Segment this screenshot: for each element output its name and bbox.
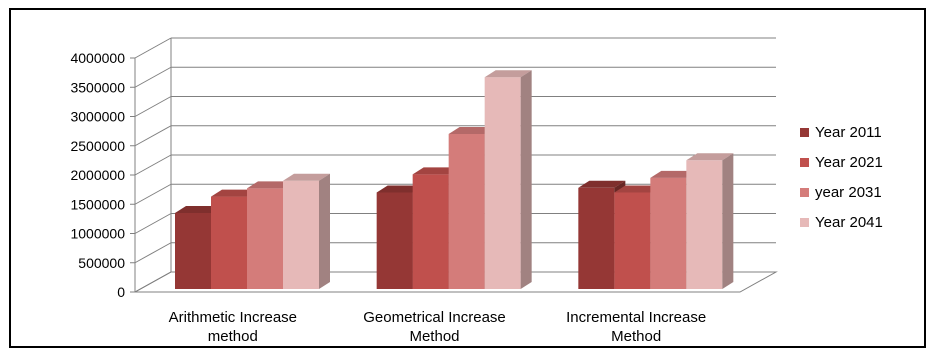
legend-label: Year 2011: [815, 124, 882, 141]
bar-top: [412, 167, 460, 175]
bar-top: [614, 185, 662, 193]
y-tick-label: 2500000: [70, 138, 125, 154]
category-label-line: Method: [409, 328, 459, 345]
bars: [175, 70, 734, 289]
bar-front: [650, 177, 687, 289]
y-tick-label: 2000000: [70, 167, 125, 183]
y-tick-label: 3000000: [70, 109, 125, 125]
bar-top: [247, 181, 294, 189]
legend-swatch: [800, 218, 809, 227]
bar: [283, 173, 330, 289]
bar-side: [722, 153, 734, 289]
bar-front: [283, 180, 319, 289]
gridline-depth: [134, 37, 172, 59]
legend-label: Year 2041: [815, 214, 883, 231]
bar-front: [614, 192, 651, 289]
bar-side: [520, 70, 532, 289]
category-label: Geometrical Increase Method: [363, 309, 506, 345]
bar-front: [412, 174, 449, 289]
y-tick-label: 4000000: [70, 50, 125, 66]
category-label-line: method: [208, 328, 258, 345]
category-label-line: Method: [611, 328, 661, 345]
bar-front: [578, 187, 615, 289]
bar-top: [448, 126, 496, 134]
bar: [686, 153, 734, 289]
gridline-depth: [134, 96, 172, 117]
bar-top: [211, 189, 258, 197]
bar: [211, 189, 258, 289]
bar-top: [686, 153, 734, 161]
bar-top: [175, 205, 222, 213]
y-tick-label: 1500000: [70, 196, 125, 212]
gridline-depth: [134, 125, 172, 147]
bar-front: [376, 192, 413, 289]
legend-label: Year 2021: [815, 154, 883, 171]
bar: [484, 70, 532, 289]
bar-side: [319, 173, 330, 289]
bar-front: [211, 196, 247, 289]
gridline-depth: [134, 154, 172, 176]
bar-top: [376, 185, 424, 193]
legend: Year 2011 Year 2021 year 2031 Year 2041: [800, 124, 883, 231]
legend-swatch: [800, 128, 809, 137]
y-tick-label: 1000000: [70, 226, 125, 242]
category-labels: Arithmetic Increase method Geometrical Inc…: [169, 309, 707, 345]
gridline-depth: [134, 183, 172, 205]
bar-top: [650, 170, 698, 178]
category-label-line: Incremental Increase: [566, 309, 706, 326]
gridline-depth: [134, 66, 172, 88]
legend-swatch: [800, 158, 809, 167]
bar-top: [283, 173, 330, 181]
bar-top: [484, 70, 532, 78]
bar-front: [247, 188, 283, 289]
gridline-depth: [134, 242, 172, 264]
chart-frame: 0 500000 1000000 1500000 2000000 2500000 30000…: [9, 8, 926, 348]
legend-swatch: [800, 188, 809, 197]
legend-label: year 2031: [815, 184, 882, 201]
category-label: Arithmetic Increase method: [169, 309, 297, 345]
y-axis-ticks: 0 500000 1000000 1500000 2000000 2500000 30000…: [70, 50, 125, 300]
y-tick-label: 3500000: [70, 79, 125, 95]
gridline-depth: [134, 213, 172, 234]
bar-front: [175, 212, 211, 289]
category-label-line: Geometrical Increase: [363, 309, 506, 326]
y-tick-label: 500000: [78, 255, 125, 271]
y-tick-label: 0: [117, 284, 125, 300]
bar-front: [484, 77, 521, 289]
category-label-line: Arithmetic Increase: [169, 309, 297, 326]
bar-front: [448, 133, 485, 289]
bar-front: [686, 160, 723, 289]
gridline-depth: [134, 271, 172, 293]
bar-top: [578, 180, 626, 188]
category-label: Incremental Increase Method: [566, 309, 706, 345]
